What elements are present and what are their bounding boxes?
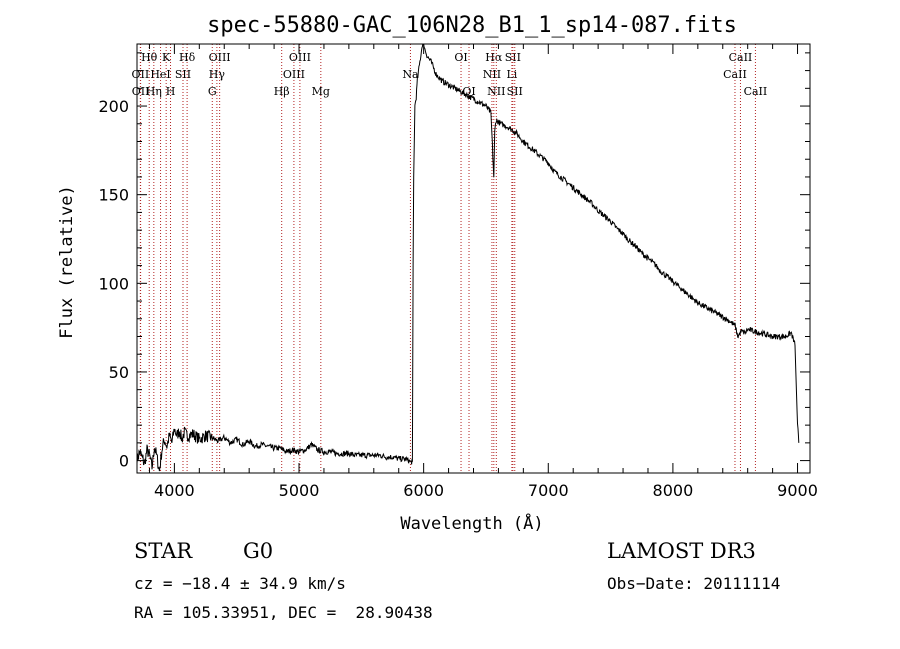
emission-line-label: K bbox=[162, 51, 171, 64]
x-axis-label: Wavelength (Å) bbox=[400, 512, 543, 534]
redshift-cz: cz = −18.4 ± 34.9 km/s bbox=[134, 574, 346, 593]
y-tick-label: 100 bbox=[98, 274, 129, 293]
observation-date: Obs−Date: 20111114 bbox=[607, 574, 781, 593]
y-tick-label: 50 bbox=[109, 363, 129, 382]
x-tick-label: 8000 bbox=[653, 481, 694, 500]
object-class: STAR bbox=[134, 539, 193, 563]
emission-line-label: Li bbox=[506, 68, 517, 81]
y-tick-label: 0 bbox=[119, 452, 129, 471]
emission-line-label: SII bbox=[507, 85, 523, 98]
emission-line-label: CaII bbox=[729, 51, 753, 64]
plot-frame bbox=[136, 43, 811, 474]
x-tick-label: 6000 bbox=[403, 481, 444, 500]
x-tick-label: 9000 bbox=[777, 481, 818, 500]
emission-line-label: Hγ bbox=[209, 68, 226, 81]
y-axis-label: Flux (relative) bbox=[57, 185, 77, 339]
emission-line-label: NII bbox=[483, 68, 501, 81]
emission-line-label: Mg bbox=[312, 85, 330, 98]
object-subclass: G0 bbox=[243, 539, 274, 563]
emission-line-label: Hβ bbox=[274, 85, 290, 98]
y-tick-label: 150 bbox=[98, 186, 129, 205]
emission-line-label: Hθ bbox=[141, 51, 158, 64]
x-tick-label: 5000 bbox=[279, 481, 320, 500]
x-tick-label: 4000 bbox=[154, 481, 195, 500]
emission-line-label: CaII bbox=[744, 85, 768, 98]
emission-line-label: H bbox=[166, 85, 176, 98]
emission-line-label: OIII bbox=[209, 51, 231, 64]
y-tick-label: 200 bbox=[98, 97, 129, 116]
spectrum-layer bbox=[136, 43, 800, 472]
spectrum-line bbox=[136, 43, 800, 472]
emission-line-label: SII bbox=[175, 68, 191, 81]
x-tick-label: 7000 bbox=[528, 481, 569, 500]
emission-line-label: CaII bbox=[723, 68, 747, 81]
emission-line-label: NII bbox=[487, 85, 505, 98]
coordinates: RA = 105.33951, DEC = 28.90438 bbox=[134, 603, 433, 622]
survey-name: LAMOST DR3 bbox=[607, 539, 756, 563]
axis-ticks: 4000 5000 6000 7000 8000 9000 0 50 100 150 200 bbox=[98, 44, 818, 500]
emission-line-label: HeI bbox=[150, 68, 170, 81]
emission-line-label: Na bbox=[402, 68, 419, 81]
emission-line-label: SII bbox=[505, 51, 521, 64]
emission-line-label: Hη bbox=[146, 85, 162, 98]
emission-line-label: Hα bbox=[485, 51, 503, 64]
chart-title: spec-55880-GAC_106N28_B1_1_sp14-087.fits bbox=[207, 13, 737, 38]
emission-line-label: OIII bbox=[289, 51, 311, 64]
emission-line-label: OII bbox=[132, 85, 150, 98]
emission-line-label: OI bbox=[454, 51, 467, 64]
emission-line-label: Hδ bbox=[179, 51, 196, 64]
emission-line-label: OIII bbox=[283, 68, 305, 81]
emission-line-label: G bbox=[208, 85, 217, 98]
